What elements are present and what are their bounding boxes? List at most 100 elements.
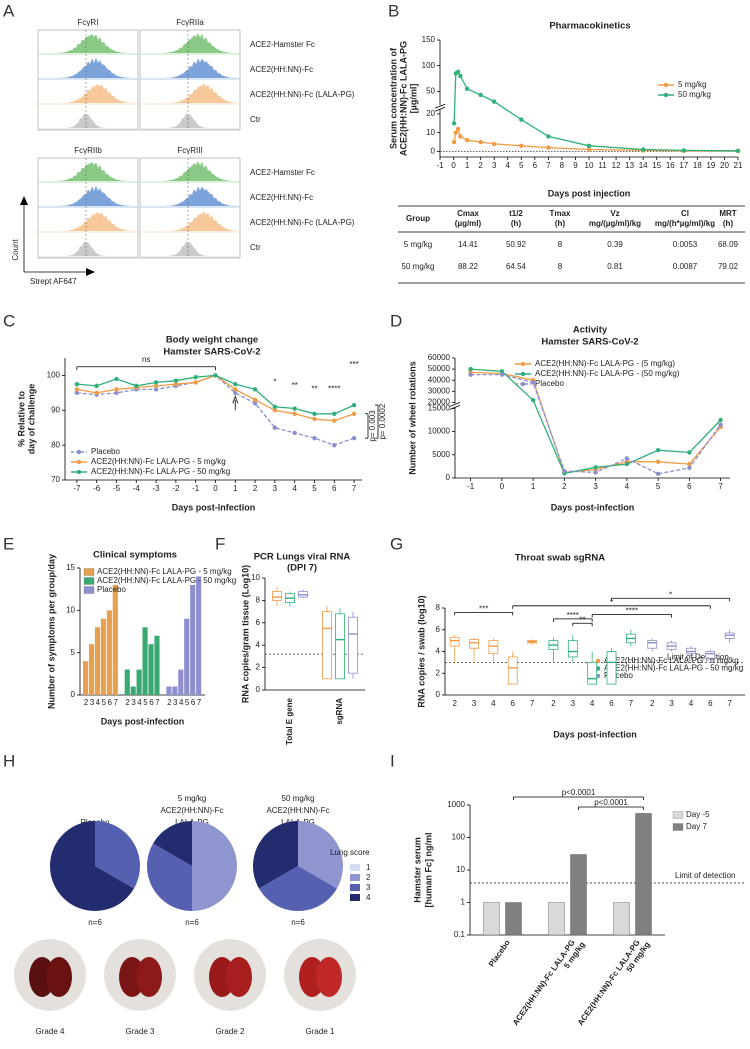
data-point — [233, 381, 238, 387]
x-tick-label: 2 — [253, 484, 258, 493]
legend-label: ACE2(HH:NN)-Fc LALA-PG - 5 mg/kg — [97, 567, 232, 576]
legend-label: 4 — [366, 893, 371, 902]
chart-title: (DPI 7) — [287, 563, 317, 574]
y-tick-label: 80 — [51, 440, 60, 449]
data-point — [687, 461, 692, 467]
legend-label: Day -5 — [686, 810, 710, 819]
bar — [142, 627, 148, 695]
x-label: Days post-infection — [553, 729, 637, 739]
y-tick-label: 0 — [446, 473, 451, 482]
y-tick-label: 40000 — [428, 375, 451, 384]
bar — [100, 618, 106, 695]
y-label: [human Fc] ng/ml — [423, 833, 433, 908]
y-tick-label: 2 — [256, 663, 261, 672]
x-tick-label: 8 — [560, 161, 565, 170]
arrowhead — [86, 268, 95, 276]
histogram — [142, 83, 238, 103]
table-cell: 14.41 — [458, 240, 479, 249]
data-point — [530, 380, 536, 385]
data-point — [74, 390, 80, 396]
y-tick-label: 100 — [452, 833, 466, 842]
bar — [94, 627, 101, 695]
legend-swatch — [350, 884, 360, 891]
histogram — [142, 58, 238, 78]
y-tick-label: 100 — [422, 61, 436, 70]
panel-title: FcγRIIb — [74, 146, 102, 155]
lung-photo — [46, 957, 72, 997]
data-point — [458, 134, 463, 139]
x-tick-label: 7 — [155, 698, 160, 707]
pie-slice — [147, 843, 192, 911]
x-tick-label: 4 — [506, 161, 511, 170]
x-tick-label: 4 — [179, 698, 184, 707]
x-tick-label: Total E gene — [285, 697, 294, 745]
x-tick-label: 3 — [273, 484, 278, 493]
photo-caption: Grade 4 — [36, 1027, 65, 1036]
data-point — [458, 73, 463, 79]
x-tick-label: -5 — [113, 484, 121, 493]
legend-label: ACE2(HH:NN)-Fc LALA-PG - 5 mg/kg — [604, 656, 739, 665]
panel-label: C — [3, 311, 15, 330]
box — [348, 616, 358, 674]
x-tick-label: 4 — [689, 699, 694, 708]
legend-swatch — [83, 568, 95, 576]
axis-break-mark — [434, 106, 446, 112]
box — [647, 640, 658, 649]
data-point — [153, 387, 159, 392]
data-point — [153, 380, 159, 385]
significance: **** — [567, 611, 579, 620]
legend-label: Placebo — [97, 585, 126, 594]
y-tick-label: 90 — [51, 405, 60, 414]
legend-label: Placebo — [535, 379, 564, 388]
y-tick-label: 8 — [256, 596, 261, 605]
data-point — [114, 390, 119, 396]
x-tick-label: 3 — [472, 699, 477, 708]
data-point — [351, 435, 357, 441]
x-tick-label: 5 — [102, 698, 107, 707]
series-line — [470, 373, 722, 475]
bar — [130, 686, 136, 695]
p-value: p= 0.0002 — [378, 403, 387, 439]
axis-break — [435, 105, 445, 110]
data-point — [624, 456, 630, 461]
limit-label: Limit of detection — [675, 871, 735, 880]
pie-note: n=6 — [185, 918, 199, 927]
table-cell: 79.02 — [718, 262, 739, 271]
bar — [613, 902, 630, 936]
data-point — [173, 378, 179, 383]
data-point — [451, 139, 457, 145]
x-tick-label: 16 — [666, 161, 675, 170]
x-tick-label: 4 — [625, 482, 630, 491]
data-point — [464, 137, 470, 143]
x-tick-label: 7 — [629, 699, 634, 708]
row-label: ACE2(HH:NN)-Fc — [250, 65, 313, 74]
chart-title: Body weight change — [166, 335, 258, 346]
y-tick-label: 4 — [256, 640, 261, 649]
x-label: Days post-infection — [172, 502, 256, 512]
arrow — [232, 394, 239, 411]
row-label: ACE2(HH:NN)-Fc — [250, 193, 313, 202]
data-point — [468, 366, 473, 372]
chart-title: Clinical symptoms — [93, 550, 177, 561]
y-tick-label: 150 — [422, 35, 436, 44]
histogram — [142, 186, 238, 206]
x-tick-label: -7 — [73, 484, 81, 493]
data-point — [213, 373, 218, 378]
data-point — [134, 383, 139, 389]
y-label: Number of wheel rotations — [407, 361, 417, 475]
y-tick-label: 10000 — [428, 427, 451, 436]
pie-slice — [49, 821, 134, 912]
x-tick-label: ACE2(HH:NN)-Fc LALA-PG — [576, 938, 642, 1027]
y-label: Count — [11, 239, 20, 261]
data-point — [546, 145, 551, 150]
box — [606, 651, 617, 685]
x-tick-label: 19 — [706, 161, 715, 170]
significance: * — [273, 378, 276, 387]
significance: **** — [328, 384, 340, 393]
row-label: ACE2-Hamster Fc — [250, 168, 315, 177]
table-header: mg/(h*µg/ml)/kg — [655, 219, 715, 228]
y-tick-label: 1000 — [447, 800, 465, 809]
data-point — [586, 143, 592, 148]
significance: *** — [479, 604, 488, 613]
legend-swatch — [350, 864, 360, 871]
